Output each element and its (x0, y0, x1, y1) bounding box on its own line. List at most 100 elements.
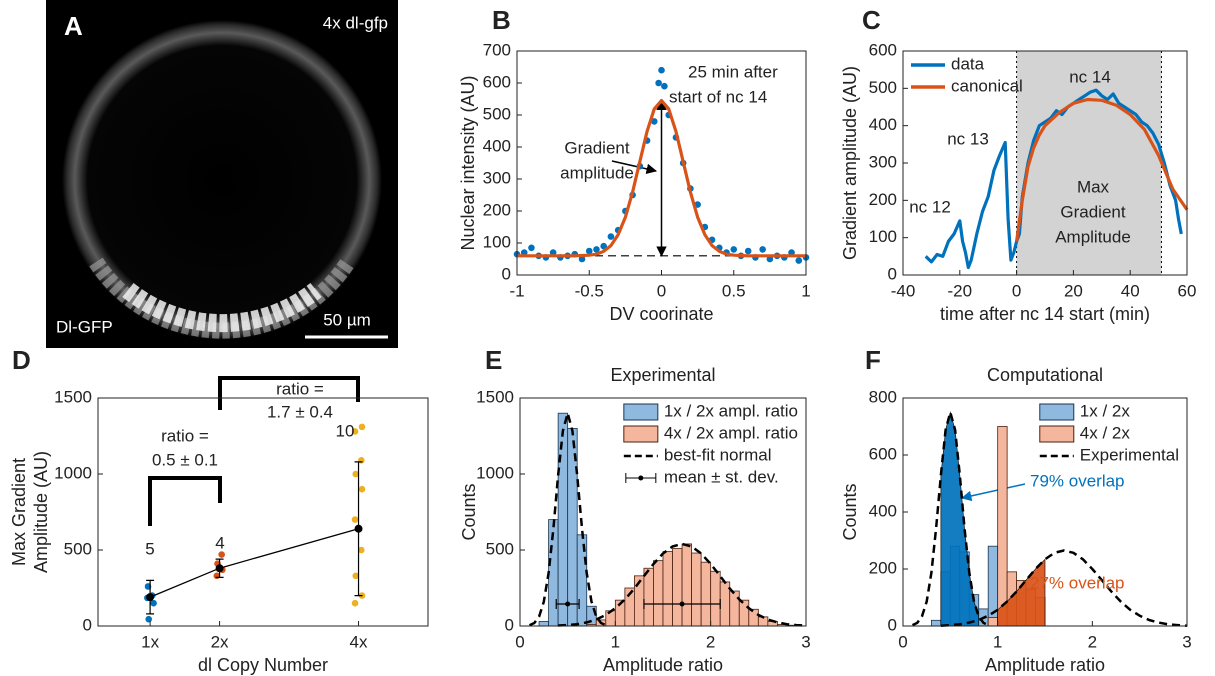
embryo (62, 20, 382, 340)
x-tick-label: 0.5 (722, 281, 746, 300)
line (558, 542, 807, 627)
legend-label: canonical (951, 76, 1023, 95)
group-size: 4 (215, 533, 224, 552)
legend-label: data (951, 54, 985, 73)
y-tick-label: 700 (483, 40, 511, 59)
chart-panel: D 1x 2x 4x 0 500 1000 1500 dl Copy Number Max Gra… (9, 345, 429, 675)
x-tick-label: -40 (891, 281, 916, 300)
point (744, 247, 752, 255)
mean-point (146, 593, 155, 602)
bracket (218, 376, 360, 410)
legend-swatch (1039, 403, 1075, 421)
x-tick-label: 1 (801, 281, 810, 300)
y-axis-label: Gradient amplitude (AU) (840, 66, 860, 260)
y-tick-label: 1500 (54, 387, 92, 406)
ratio-label: 0.5 ± 0.1 (152, 450, 218, 469)
legend: 1x / 2x 4x / 2x Experimental (1039, 401, 1179, 464)
y-tick-label: 1500 (476, 387, 514, 406)
annotation: nc 12 (909, 197, 951, 216)
y-tick-label: 500 (483, 104, 511, 123)
annotation: Amplitude (1055, 227, 1131, 246)
line (924, 88, 1183, 270)
annotation: start of nc 14 (669, 87, 767, 106)
arrow (960, 483, 1026, 502)
y-axis-label: Nuclear intensity (AU) (458, 75, 478, 250)
y-tick-label: 0 (505, 615, 514, 634)
point (218, 551, 225, 558)
annotation: amplitude (560, 163, 634, 182)
legend-swatch (1039, 425, 1075, 443)
point (352, 470, 360, 478)
y-tick-label: 0 (888, 615, 897, 634)
y-tick-label: 200 (869, 558, 897, 577)
annotation: 25 min after (688, 62, 778, 81)
panel-label: C (862, 5, 881, 35)
panel-label: E (485, 345, 502, 375)
annotation: nc 13 (947, 129, 989, 148)
point (150, 599, 157, 607)
y-axis-label: Counts (840, 483, 860, 540)
x-tick-label: 40 (1121, 281, 1140, 300)
legend-label: 4x / 2x (1080, 423, 1131, 442)
y-tick-label: 100 (483, 232, 511, 251)
x-tick-label: 0 (515, 632, 524, 651)
legend-label: best-fit normal (664, 445, 772, 464)
histogram-bar (738, 599, 750, 627)
mean-point (215, 564, 224, 573)
legend-label: Experimental (1080, 445, 1179, 464)
panel-label: D (12, 345, 31, 375)
scale-label: 50 µm (323, 310, 371, 329)
nuclei-arc (89, 257, 355, 339)
histogram-bar (662, 551, 673, 627)
x-tick-label: 4x (350, 632, 368, 651)
point (795, 257, 803, 264)
legend-swatch (638, 475, 644, 481)
ratio-label: ratio = (276, 379, 324, 398)
legend-label: mean ± st. dev. (664, 467, 779, 486)
point (358, 423, 366, 431)
point (358, 546, 365, 554)
x-tick-label: 2 (1088, 632, 1097, 651)
x-tick-label: 2 (706, 632, 715, 651)
x-tick-label: 0 (657, 281, 666, 300)
y-tick-label: 400 (869, 115, 897, 134)
y-axis-label: Max Gradient (9, 458, 29, 566)
chart-panel: E Experimental 0 1 2 3 0 500 1000 1500 Amplitude r… (459, 345, 811, 675)
y-tick-label: 500 (486, 539, 514, 558)
point (593, 246, 600, 253)
mean-line (149, 528, 359, 598)
line (517, 99, 806, 258)
histogram-bar (931, 619, 942, 627)
x-tick-label: 60 (1178, 281, 1197, 300)
point (358, 485, 366, 493)
line (1015, 97, 1189, 242)
histogram-bar (997, 426, 1008, 627)
line (911, 411, 989, 627)
y-tick-label: 200 (869, 190, 897, 209)
x-tick-label: 2x (211, 632, 229, 651)
point (351, 599, 359, 607)
x-axis-label: DV coorinate (609, 304, 713, 324)
x-tick-label: -1 (509, 281, 524, 300)
legend: 1x / 2x ampl. ratio 4x / 2x ampl. ratio be… (623, 401, 798, 486)
point (578, 255, 586, 263)
image-title: 4x dl-gfp (323, 13, 388, 32)
panel-a: A 4x dl-gfp Dl-GFP 50 µm (46, 0, 398, 348)
y-axis-label: Amplitude (AU) (31, 451, 51, 573)
legend-label: 1x / 2x (1080, 401, 1131, 420)
legend-swatch (623, 425, 659, 443)
chart-title: Experimental (610, 365, 715, 385)
mean-point (565, 601, 571, 607)
point (661, 82, 668, 90)
y-tick-label: 600 (869, 444, 897, 463)
chart-panel: B -1 -0.5 0 0.5 1 0 100 200 300 400 500 600 700 DV coo… (458, 5, 811, 324)
arrow (611, 160, 658, 175)
y-tick-label: 0 (83, 615, 92, 634)
annotation: 27% overlap (1030, 573, 1125, 592)
annotation: Gradient (564, 138, 629, 157)
legend-label: 1x / 2x ampl. ratio (664, 401, 798, 420)
group-size: 10 (336, 421, 355, 440)
point (650, 118, 658, 125)
